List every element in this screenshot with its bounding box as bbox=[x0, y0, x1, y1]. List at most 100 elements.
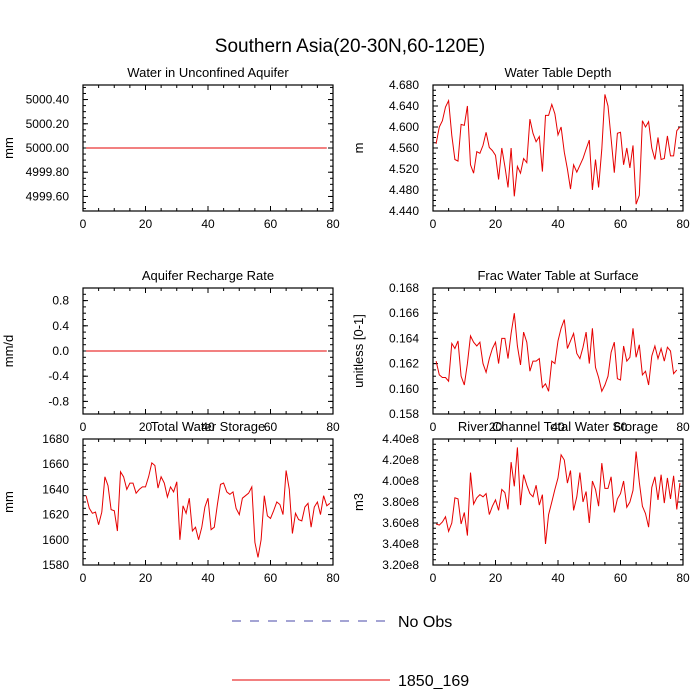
y-tick-label: 5000.20 bbox=[26, 117, 70, 131]
panel-title: River Channel Total Water Storage bbox=[458, 419, 658, 434]
y-tick-label: 1680 bbox=[42, 432, 69, 446]
series-line-1850-169 bbox=[435, 313, 678, 393]
series-line-1850-169 bbox=[435, 447, 681, 545]
x-tick-label: 80 bbox=[676, 217, 690, 231]
y-tick-label: 5000.40 bbox=[26, 93, 70, 107]
x-tick-label: 60 bbox=[614, 217, 628, 231]
y-tick-label: -0.8 bbox=[48, 394, 69, 408]
series-line-1850-169 bbox=[435, 94, 681, 205]
y-tick-label: 3.20e8 bbox=[382, 558, 419, 572]
x-tick-label: 60 bbox=[614, 420, 628, 434]
y-tick-label: 0.168 bbox=[389, 281, 419, 295]
chart-panels: Water in Unconfined Aquifer mm 0 20 40 60 80 49… bbox=[1, 65, 690, 585]
y-tick-label: 4.640 bbox=[389, 99, 419, 113]
x-tick-label: 80 bbox=[676, 420, 690, 434]
x-tick-label: 40 bbox=[551, 420, 565, 434]
y-tick-label: 0.166 bbox=[389, 306, 419, 320]
legend-1850-169-label: 1850_169 bbox=[398, 673, 469, 690]
panel-frac-water-table-at-surface: Frac Water Table at Surface unitless [0-1… bbox=[351, 268, 690, 434]
y-tick-label: 3.60e8 bbox=[382, 516, 419, 530]
x-tick-label: 0 bbox=[80, 571, 87, 585]
y-tick-label: 0.162 bbox=[389, 357, 419, 371]
plot-frame bbox=[82, 438, 334, 566]
y-tick-label: 0.160 bbox=[389, 382, 419, 396]
y-tick-label: 4999.80 bbox=[26, 165, 70, 179]
y-tick-label: 5000.00 bbox=[26, 141, 70, 155]
panel-title: Frac Water Table at Surface bbox=[477, 268, 638, 283]
y-axis-label: m bbox=[351, 143, 366, 154]
y-axis-label: unitless [0-1] bbox=[351, 314, 366, 388]
x-tick-label: 20 bbox=[139, 217, 153, 231]
x-tick-label: 60 bbox=[614, 571, 628, 585]
x-tick-label: 0 bbox=[430, 420, 437, 434]
y-tick-label: 4.40e8 bbox=[382, 432, 419, 446]
panel-water-table-depth: Water Table Depth m 0 20 40 60 80 4.440 4.480 4.5… bbox=[351, 65, 690, 231]
x-tick-label: 20 bbox=[139, 571, 153, 585]
x-tick-label: 20 bbox=[489, 217, 503, 231]
x-tick-label: 80 bbox=[676, 571, 690, 585]
y-tick-label: 3.40e8 bbox=[382, 537, 419, 551]
y-tick-label: -0.4 bbox=[48, 369, 69, 383]
y-tick-label: 1660 bbox=[42, 457, 69, 471]
y-axis-label: mm bbox=[1, 491, 16, 513]
y-tick-label: 4999.60 bbox=[26, 189, 70, 203]
y-tick-label: 1620 bbox=[42, 508, 69, 522]
panel-title: Aquifer Recharge Rate bbox=[142, 268, 274, 283]
x-tick-label: 80 bbox=[326, 420, 340, 434]
y-tick-label: 0.164 bbox=[389, 331, 419, 345]
x-tick-label: 20 bbox=[139, 420, 153, 434]
y-tick-label: 4.440 bbox=[389, 204, 419, 218]
panel-title: Water Table Depth bbox=[505, 65, 612, 80]
y-tick-label: 0.0 bbox=[52, 344, 69, 358]
y-tick-label: 4.680 bbox=[389, 78, 419, 92]
x-tick-label: 40 bbox=[201, 420, 215, 434]
y-axis-label: mm/d bbox=[1, 335, 16, 368]
panel-total-water-storage: Total Water Storage mm 0 20 40 60 80 1580 1600 16… bbox=[1, 419, 340, 585]
legend: No Obs 1850_169 bbox=[232, 614, 469, 690]
panel-title: Total Water Storage bbox=[151, 419, 265, 434]
legend-no-obs-label: No Obs bbox=[398, 614, 452, 631]
x-tick-label: 60 bbox=[264, 571, 278, 585]
panel-aquifer-recharge-rate: Aquifer Recharge Rate mm/d 0 20 40 60 80 -0.8 -0… bbox=[1, 268, 340, 434]
x-tick-label: 80 bbox=[326, 571, 340, 585]
plot-frame bbox=[432, 84, 684, 212]
y-tick-label: 0.8 bbox=[52, 294, 69, 308]
x-tick-label: 0 bbox=[80, 217, 87, 231]
y-axis-label: m3 bbox=[351, 493, 366, 511]
y-tick-label: 1640 bbox=[42, 482, 69, 496]
panel-water-in-unconfined-aquifer: Water in Unconfined Aquifer mm 0 20 40 60 80 49… bbox=[1, 65, 340, 231]
y-tick-label: 1580 bbox=[42, 558, 69, 572]
x-tick-label: 40 bbox=[201, 571, 215, 585]
y-axis-label: mm bbox=[1, 137, 16, 159]
x-tick-label: 40 bbox=[551, 571, 565, 585]
panel-river-channel-total-water-storage: River Channel Total Water Storage m3 0 20 40… bbox=[351, 419, 690, 585]
x-tick-label: 0 bbox=[80, 420, 87, 434]
plot-frame bbox=[82, 287, 334, 415]
y-tick-label: 4.00e8 bbox=[382, 474, 419, 488]
x-tick-label: 60 bbox=[264, 217, 278, 231]
y-tick-label: 4.560 bbox=[389, 141, 419, 155]
y-tick-label: 1600 bbox=[42, 533, 69, 547]
x-tick-label: 0 bbox=[430, 217, 437, 231]
figure-title: Southern Asia(20-30N,60-120E) bbox=[215, 36, 485, 57]
y-tick-label: 3.80e8 bbox=[382, 495, 419, 509]
x-tick-label: 60 bbox=[264, 420, 278, 434]
plot-frame bbox=[82, 84, 334, 212]
y-tick-label: 4.20e8 bbox=[382, 453, 419, 467]
y-tick-label: 4.480 bbox=[389, 183, 419, 197]
panel-title: Water in Unconfined Aquifer bbox=[127, 65, 289, 80]
x-tick-label: 40 bbox=[201, 217, 215, 231]
y-tick-label: 0.158 bbox=[389, 407, 419, 421]
series-line-1850-169 bbox=[85, 461, 331, 558]
y-tick-label: 0.4 bbox=[52, 319, 69, 333]
x-tick-label: 20 bbox=[489, 571, 503, 585]
y-tick-label: 4.600 bbox=[389, 120, 419, 134]
plot-frame bbox=[432, 287, 684, 415]
x-tick-label: 0 bbox=[430, 571, 437, 585]
plot-frame bbox=[432, 438, 684, 566]
x-tick-label: 20 bbox=[489, 420, 503, 434]
x-tick-label: 40 bbox=[551, 217, 565, 231]
y-tick-label: 4.520 bbox=[389, 162, 419, 176]
x-tick-label: 80 bbox=[326, 217, 340, 231]
